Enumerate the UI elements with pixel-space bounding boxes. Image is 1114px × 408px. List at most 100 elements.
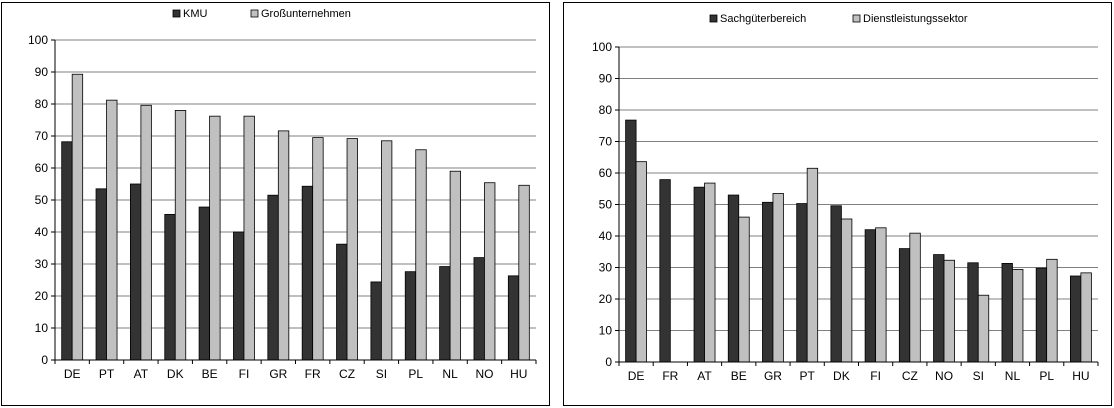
y-tick-label: 0 [605,355,612,369]
bar-sachg-terbereich-si [967,262,979,363]
legend: KMU Großunternehmen [159,5,395,21]
x-tick-label: BE [731,369,747,383]
x-tick-label: SI [973,369,984,383]
y-tick-label: 100 [28,33,48,47]
bar-dienstleistungssektor-dk [840,218,853,363]
bar-sachg-terbereich-fi [864,229,877,363]
x-tick-label: DE [64,367,81,381]
bar-kmu-nl [439,266,451,361]
x-tick-label: PL [1039,369,1054,383]
bar-gro-unternehmen-be [209,115,221,361]
bar-kmu-gr [267,194,279,361]
y-tick-label: 40 [599,229,613,243]
y-tick-label: 80 [35,97,49,111]
bar-dienstleistungssektor-nl [1012,268,1024,363]
bar-gro-unternehmen-si [380,140,393,361]
y-tick-label: 100 [592,40,612,54]
bar-gro-unternehmen-gr [277,130,290,361]
x-tick-label: GR [764,369,782,383]
y-tick-label: 50 [35,193,49,207]
bar-dienstleistungssektor-si [977,294,990,363]
legend-swatch [172,9,181,18]
bar-kmu-de [61,141,73,361]
bar-gro-unternehmen-fr [312,137,324,361]
y-tick-label: 60 [599,166,613,180]
x-tick-label: NL [1005,369,1021,383]
x-tick-label: NO [475,367,493,381]
legend-box [696,10,992,26]
y-tick-label: 90 [599,72,613,86]
x-tick-label: NO [935,369,953,383]
x-tick-label: DK [833,369,850,383]
legend-swatch [709,14,718,23]
x-tick-label: PL [408,367,423,381]
x-tick-label: AT [697,369,712,383]
x-tick-label: CZ [339,367,355,381]
legend-label: Großunternehmen [261,8,351,20]
x-tick-label: FR [662,369,678,383]
bar-sachg-terbereich-dk [830,205,842,363]
bar-gro-unternehmen-no [484,182,496,361]
bar-dienstleistungssektor-cz [909,232,921,363]
bar-gro-unternehmen-hu [518,184,530,361]
y-tick-label: 80 [599,103,613,117]
bar-gro-unternehmen-nl [449,170,462,361]
chart-panel-left: 0 10 20 30 40 50 60 70 80 90 100 DE PT AT DK BE FI GR FR CZ… [1,2,550,406]
x-tick-label: BE [202,367,218,381]
bar-dienstleistungssektor-pl [1046,258,1058,363]
x-tick-label: PT [99,367,115,381]
y-tick-label: 30 [35,257,49,271]
chart-panel-right: 0 10 20 30 40 50 60 70 80 90 100 DE FR AT BE GR PT DK FI CZ… [563,2,1112,406]
bar-gro-unternehmen-fi [243,115,255,361]
y-tick-label: 20 [599,292,613,306]
bar-dienstleistungssektor-fi [875,227,887,363]
bar-sachg-terbereich-gr [762,201,774,363]
bar-dienstleistungssektor-no [943,259,955,363]
x-tick-label: AT [134,367,149,381]
bar-dienstleistungssektor-at [704,182,716,363]
x-tick-label: SI [376,367,387,381]
bar-sachg-terbereich-no [933,254,945,363]
legend-label: Dienstleistungssektor [863,13,968,25]
bar-sachg-terbereich-fr [659,179,671,363]
x-tick-label: PT [800,369,816,383]
chart-left: 0 10 20 30 40 50 60 70 80 90 100 DE PT AT DK BE FI GR FR CZ… [28,5,537,381]
bar-sachg-terbereich-cz [898,248,911,363]
y-tick-label: 90 [35,65,49,79]
bar-sachg-terbereich-nl [1001,263,1013,363]
bar-kmu-fr [301,185,314,361]
x-tick-label: FI [870,369,881,383]
bar-dienstleistungssektor-hu [1080,272,1092,363]
y-tick-label: 50 [599,198,613,212]
legend-swatch [250,9,259,18]
legend: Sachgüterbereich Dienstleistungssektor [696,10,992,26]
bar-kmu-si [370,281,382,361]
bar-dienstleistungssektor-pt [806,167,819,363]
bar-sachg-terbereich-at [693,186,705,363]
x-tick-label: DE [628,369,645,383]
y-tick-label: 30 [599,261,613,275]
chart-right: 0 10 20 30 40 50 60 70 80 90 100 DE FR AT BE GR PT DK FI CZ… [592,10,1099,383]
bar-kmu-pt [95,188,107,361]
x-tick-label: NL [442,367,458,381]
bar-sachg-terbereich-pl [1035,267,1048,363]
bar-kmu-no [473,257,485,361]
bar-sachg-terbereich-de [625,119,637,363]
y-tick-label: 10 [599,324,613,338]
x-tick-label: HU [1072,369,1089,383]
y-tick-label: 70 [35,129,49,143]
bar-sachg-terbereich-pt [796,203,808,363]
x-tick-label: HU [510,367,527,381]
bar-gro-unternehmen-de [71,73,84,361]
bar-gro-unternehmen-pl [415,149,427,361]
x-tick-label: GR [269,367,287,381]
y-tick-label: 10 [35,321,49,335]
bar-kmu-fi [233,231,245,361]
legend-swatch [852,14,861,23]
x-tick-label: CZ [902,369,918,383]
x-tick-label: FR [305,367,321,381]
y-tick-label: 70 [599,135,613,149]
y-tick-label: 40 [35,225,49,239]
bar-kmu-pl [404,271,417,361]
bar-kmu-dk [164,213,176,361]
